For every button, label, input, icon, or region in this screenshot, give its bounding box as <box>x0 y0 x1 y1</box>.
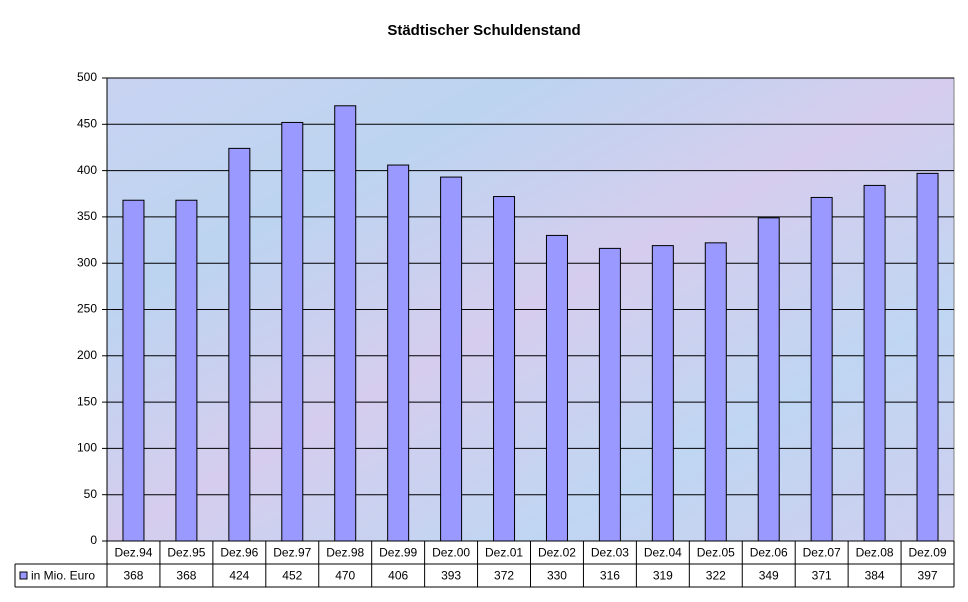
y-tick-label: 350 <box>77 209 97 223</box>
table-value: 330 <box>547 569 567 583</box>
table-value: 368 <box>176 569 196 583</box>
y-tick-label: 0 <box>90 533 97 547</box>
bar <box>757 217 780 542</box>
bar <box>228 147 251 542</box>
table-value: 406 <box>388 569 408 583</box>
bar <box>122 199 145 542</box>
x-tick-label: Dez.03 <box>591 546 629 560</box>
y-tick-label: 50 <box>84 487 98 501</box>
table-value: 316 <box>600 569 620 583</box>
y-tick-label: 100 <box>77 441 97 455</box>
bar <box>916 172 939 542</box>
table-value: 372 <box>494 569 514 583</box>
table-value: 319 <box>653 569 673 583</box>
x-tick-label: Dez.06 <box>750 546 788 560</box>
x-tick-label: Dez.94 <box>114 546 152 560</box>
x-tick-label: Dez.08 <box>856 546 894 560</box>
x-tick-label: Dez.98 <box>326 546 364 560</box>
x-tick-label: Dez.96 <box>220 546 258 560</box>
x-tick-label: Dez.00 <box>432 546 470 560</box>
y-tick-label: 450 <box>77 116 97 130</box>
chart-title: Städtischer Schuldenstand <box>387 22 580 39</box>
x-tick-label: Dez.02 <box>538 546 576 560</box>
bar <box>651 245 674 542</box>
table-value: 397 <box>918 569 938 583</box>
x-tick-label: Dez.09 <box>909 546 947 560</box>
bar <box>704 242 727 542</box>
y-tick-label: 250 <box>77 302 97 316</box>
y-tick-label: 200 <box>77 348 97 362</box>
bar <box>334 105 357 542</box>
y-tick-label: 150 <box>77 394 97 408</box>
table-value: 452 <box>282 569 302 583</box>
bar <box>598 247 621 542</box>
table-value: 371 <box>812 569 832 583</box>
table-value: 384 <box>865 569 885 583</box>
bar <box>387 164 410 542</box>
x-tick-label: Dez.99 <box>379 546 417 560</box>
x-tick-label: Dez.01 <box>485 546 523 560</box>
x-tick-label: Dez.04 <box>644 546 682 560</box>
table-value: 368 <box>123 569 143 583</box>
table-value: 424 <box>229 569 249 583</box>
table-value: 470 <box>335 569 355 583</box>
x-tick-label: Dez.95 <box>167 546 205 560</box>
x-tick-label: Dez.07 <box>803 546 841 560</box>
y-tick-label: 300 <box>77 255 97 269</box>
bar <box>175 199 198 542</box>
legend-swatch <box>19 571 28 580</box>
table-value: 393 <box>441 569 461 583</box>
table-value: 349 <box>759 569 779 583</box>
table-value: 322 <box>706 569 726 583</box>
bar <box>545 234 568 542</box>
y-tick-label: 500 <box>77 70 97 84</box>
bar <box>810 196 833 542</box>
x-tick-label: Dez.97 <box>273 546 311 560</box>
legend-label: in Mio. Euro <box>31 569 95 583</box>
bar <box>493 196 516 542</box>
bar <box>281 121 304 542</box>
bar <box>863 184 886 542</box>
x-tick-label: Dez.05 <box>697 546 735 560</box>
y-tick-label: 400 <box>77 163 97 177</box>
bar <box>440 176 463 542</box>
